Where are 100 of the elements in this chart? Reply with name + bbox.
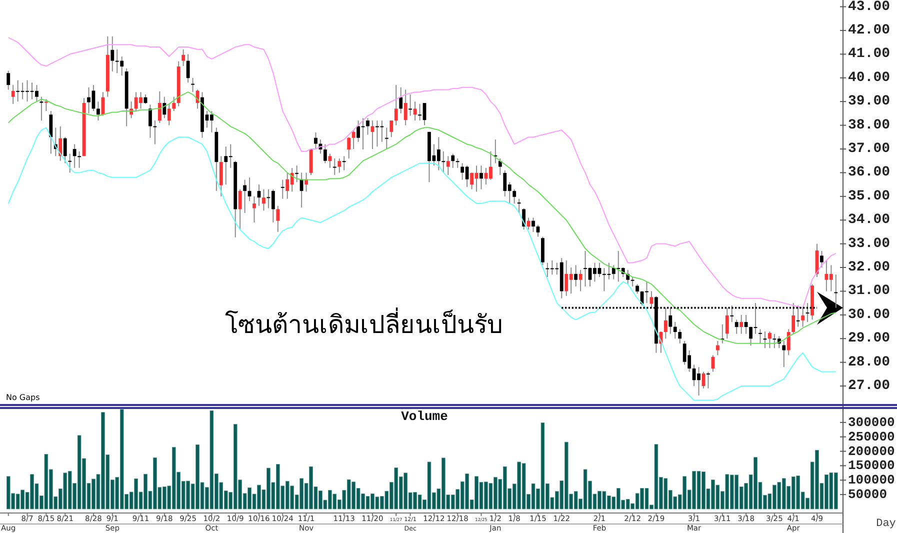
- candlestick: [96, 101, 100, 122]
- candlestick: [512, 188, 516, 204]
- candlestick: [834, 274, 838, 308]
- annotation: No Gaps: [6, 393, 40, 402]
- candlestick: [706, 371, 710, 389]
- candlestick: [63, 136, 67, 164]
- y-tick-label: 39.00: [848, 94, 890, 110]
- candlestick: [172, 96, 176, 112]
- candlestick: [574, 264, 578, 287]
- y-tick-label: 250000: [848, 429, 896, 444]
- candlestick: [744, 314, 748, 334]
- chart-title: Volume: [401, 409, 448, 424]
- candlestick: [664, 307, 668, 340]
- y-tick-label: 31.00: [848, 283, 890, 300]
- y-tick-label: 36.00: [848, 164, 890, 181]
- y-tick-label: 29.00: [848, 330, 890, 347]
- candlestick: [734, 319, 738, 334]
- y-tick-label: 43.00: [848, 0, 890, 15]
- y-tick-label: 100000: [848, 472, 896, 488]
- candlestick: [404, 89, 408, 126]
- candlestick: [786, 328, 790, 356]
- y-tick-label: 32.00: [848, 260, 890, 276]
- candlestick: [370, 120, 374, 150]
- y-tick-label: 42.00: [848, 22, 890, 38]
- y-tick-label: 30.00: [848, 306, 890, 323]
- candlestick: [716, 340, 720, 356]
- candlestick: [442, 150, 446, 174]
- y-tick-label: 40.00: [848, 70, 890, 86]
- candlestick: [408, 94, 412, 116]
- candlestick: [792, 302, 796, 334]
- candlestick: [11, 84, 15, 104]
- candlestick: [366, 118, 370, 136]
- candlestick: [498, 158, 502, 176]
- candlestick: [328, 153, 332, 168]
- candlestick: [673, 322, 677, 340]
- candlestick: [451, 153, 455, 168]
- candlestick: [40, 96, 44, 122]
- candlestick: [44, 98, 48, 112]
- candlestick: [394, 84, 398, 126]
- candlestick: [162, 96, 166, 119]
- candlestick: [78, 150, 81, 168]
- candlestick: [436, 136, 440, 171]
- candlestick: [390, 120, 394, 138]
- candlestick: [801, 307, 805, 328]
- candlestick: [276, 205, 280, 232]
- y-tick-label: 28.00: [848, 354, 890, 370]
- y-tick-label: 41.00: [848, 46, 890, 62]
- candlestick: [820, 250, 824, 268]
- candlestick: [678, 328, 682, 344]
- candlestick: [456, 158, 460, 168]
- candlestick: [280, 179, 284, 200]
- candlestick: [58, 126, 62, 162]
- candlestick: [243, 179, 247, 214]
- x-axis-title: Day: [876, 518, 896, 530]
- candlestick: [68, 153, 72, 174]
- line-series: [8, 37, 836, 308]
- candlestick: [72, 144, 76, 168]
- candlestick: [314, 132, 318, 150]
- candlestick: [323, 144, 327, 164]
- candlestick: [167, 103, 171, 126]
- candlestick: [252, 196, 256, 223]
- y-tick-label: 33.00: [848, 236, 890, 252]
- candlestick: [110, 36, 114, 72]
- candlestick: [612, 264, 616, 280]
- candlestick: [191, 77, 194, 93]
- candlestick: [758, 328, 762, 344]
- candlestick: [6, 70, 10, 90]
- y-tick-label: 200000: [848, 444, 896, 459]
- candlestick: [347, 136, 351, 159]
- candlestick: [768, 331, 772, 349]
- candlestick: [219, 156, 223, 197]
- annotation: โซนต้านเดิมเปลี่ยนเป็นรับ: [225, 307, 503, 339]
- y-tick-label: 27.00: [848, 378, 890, 394]
- candlestick: [338, 158, 342, 174]
- candlestick: [101, 92, 105, 116]
- candlestick: [148, 104, 152, 138]
- candlestick: [332, 158, 336, 176]
- candlestick: [517, 198, 521, 214]
- candlestick: [182, 48, 186, 67]
- y-tick-label: 300000: [848, 414, 896, 430]
- y-tick-label: 150000: [848, 458, 896, 474]
- candlestick: [650, 290, 654, 308]
- candlestick: [352, 130, 356, 150]
- y-tick-label: 34.00: [848, 212, 890, 228]
- candlestick: [740, 314, 744, 334]
- candlestick: [342, 156, 346, 171]
- candlestick: [578, 269, 582, 292]
- y-tick-label: 38.00: [848, 117, 890, 134]
- candlestick: [630, 276, 634, 287]
- candlestick: [399, 86, 403, 114]
- candlestick: [158, 90, 162, 124]
- candlestick: [384, 127, 388, 150]
- y-tick-label: 35.00: [848, 188, 890, 204]
- candlestick: [480, 165, 483, 190]
- candlestick: [725, 307, 729, 340]
- y-tick-label: 50000: [848, 487, 888, 502]
- candlestick: [532, 217, 535, 232]
- y-tick-label: 37.00: [848, 140, 890, 157]
- candlestick: [446, 156, 450, 176]
- candlestick: [300, 172, 304, 208]
